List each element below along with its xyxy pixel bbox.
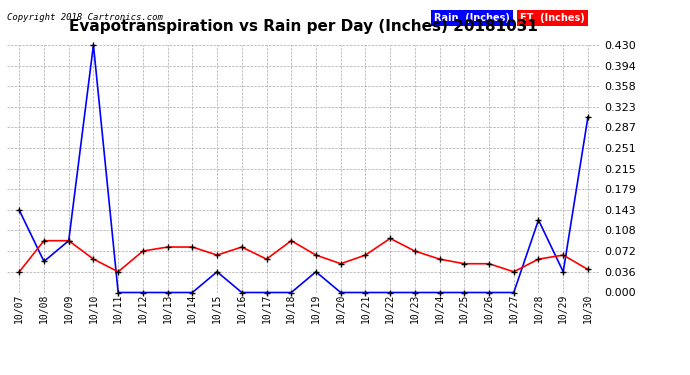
Text: Rain  (Inches): Rain (Inches) bbox=[434, 13, 510, 23]
Text: Copyright 2018 Cartronics.com: Copyright 2018 Cartronics.com bbox=[7, 13, 163, 22]
Text: ET  (Inches): ET (Inches) bbox=[520, 13, 585, 23]
Text: Evapotranspiration vs Rain per Day (Inches) 20181031: Evapotranspiration vs Rain per Day (Inch… bbox=[69, 19, 538, 34]
